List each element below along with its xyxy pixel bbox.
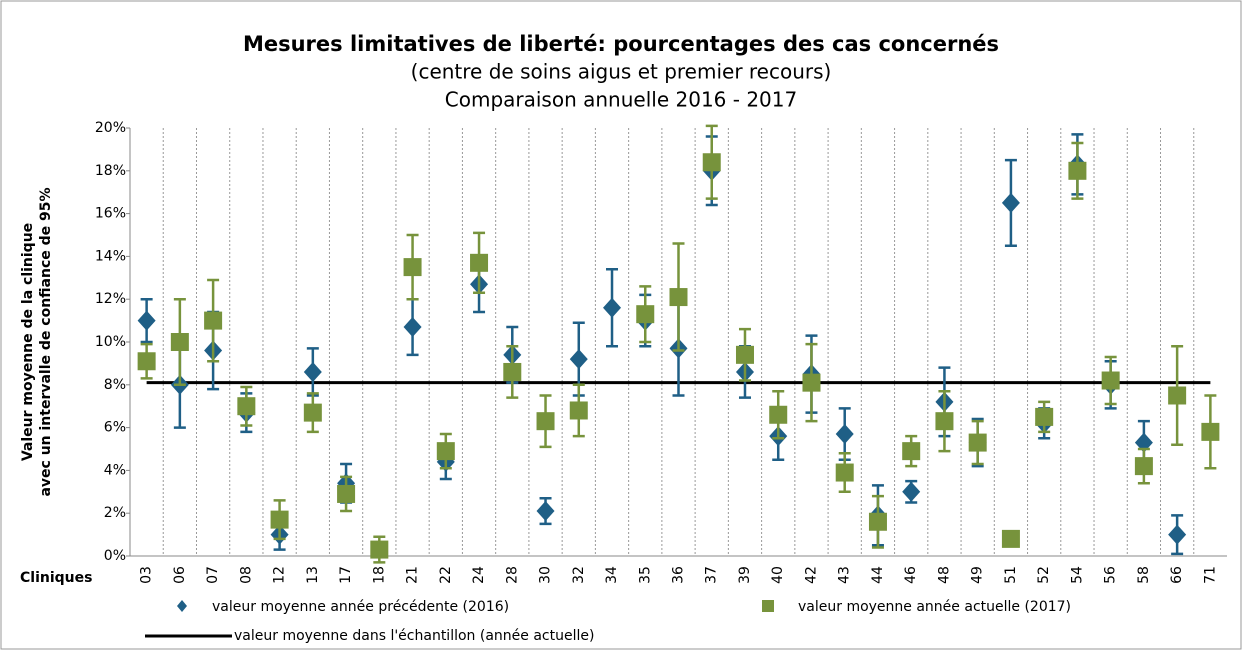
x-tick-label: 39 bbox=[737, 566, 753, 584]
subtitle: Comparaison annuelle 2016 - 2017 bbox=[445, 88, 797, 112]
point bbox=[902, 481, 921, 502]
y-tick-label: 20% bbox=[95, 120, 126, 136]
x-tick-label: 08 bbox=[238, 566, 254, 584]
x-tick-label: 56 bbox=[1103, 566, 1119, 584]
x-tick-label: 48 bbox=[936, 566, 952, 584]
point bbox=[569, 349, 588, 370]
point bbox=[1001, 529, 1020, 548]
point bbox=[1035, 407, 1054, 426]
y-axis-label: avec un intervalle de confiance de 95% bbox=[38, 187, 54, 496]
point bbox=[237, 397, 256, 416]
x-tick-label: 07 bbox=[205, 566, 221, 584]
point bbox=[436, 442, 455, 461]
x-tick-label: 43 bbox=[837, 566, 853, 584]
x-tick-label: 54 bbox=[1069, 566, 1085, 584]
point bbox=[303, 403, 322, 422]
point bbox=[470, 253, 489, 272]
x-tick-label: 24 bbox=[471, 566, 487, 584]
legend-label: valeur moyenne année précédente (2016) bbox=[212, 599, 509, 615]
point bbox=[403, 317, 422, 338]
point bbox=[370, 540, 389, 559]
subtitle: (centre de soins aigus et premier recour… bbox=[411, 60, 832, 84]
x-tick-label: 28 bbox=[504, 566, 520, 584]
point bbox=[802, 373, 821, 392]
point bbox=[569, 401, 588, 420]
x-axis-label: Cliniques bbox=[20, 570, 92, 586]
point bbox=[1068, 161, 1087, 180]
y-tick-label: 0% bbox=[104, 548, 126, 564]
x-tick-label: 18 bbox=[371, 566, 387, 584]
point bbox=[1168, 386, 1187, 405]
point bbox=[1134, 432, 1153, 453]
point bbox=[1101, 371, 1120, 390]
point bbox=[303, 361, 322, 382]
x-tick-label: 58 bbox=[1136, 566, 1152, 584]
point bbox=[835, 424, 854, 445]
point bbox=[204, 311, 223, 330]
point bbox=[968, 433, 987, 452]
point bbox=[403, 258, 422, 277]
x-tick-label: 21 bbox=[405, 566, 421, 584]
x-tick-label: 37 bbox=[704, 566, 720, 584]
point bbox=[636, 305, 655, 324]
point bbox=[137, 310, 156, 331]
legend-label: valeur moyenne année actuelle (2017) bbox=[798, 599, 1071, 615]
x-tick-label: 06 bbox=[172, 566, 188, 584]
x-tick-label: 71 bbox=[1202, 566, 1218, 584]
point bbox=[603, 297, 622, 318]
point bbox=[536, 501, 555, 522]
y-tick-label: 6% bbox=[104, 420, 126, 436]
y-axis-label: Valeur moyenne de la clinique bbox=[20, 223, 36, 461]
point bbox=[702, 153, 721, 172]
y-tick-label: 4% bbox=[104, 462, 126, 478]
point bbox=[536, 412, 555, 431]
y-tick-label: 12% bbox=[95, 291, 126, 307]
point bbox=[1134, 457, 1153, 476]
point bbox=[503, 362, 522, 381]
point bbox=[170, 333, 189, 351]
x-tick-label: 17 bbox=[338, 566, 354, 584]
x-tick-label: 44 bbox=[870, 566, 886, 584]
point bbox=[1201, 422, 1220, 441]
y-tick-label: 8% bbox=[104, 377, 126, 393]
x-tick-label: 66 bbox=[1169, 566, 1185, 584]
y-tick-label: 18% bbox=[95, 163, 126, 179]
point bbox=[669, 288, 688, 307]
point bbox=[1001, 192, 1020, 213]
point bbox=[137, 352, 156, 371]
x-tick-label: 51 bbox=[1003, 566, 1019, 584]
legend-marker bbox=[177, 600, 187, 612]
y-tick-label: 14% bbox=[95, 248, 126, 264]
chart-title: Mesures limitatives de liberté: pourcent… bbox=[243, 32, 999, 56]
x-tick-label: 30 bbox=[538, 566, 554, 584]
point bbox=[735, 345, 754, 364]
x-tick-label: 03 bbox=[139, 566, 155, 584]
point bbox=[1168, 524, 1187, 545]
y-tick-label: 16% bbox=[95, 206, 126, 222]
x-tick-label: 13 bbox=[305, 566, 321, 584]
point bbox=[868, 512, 887, 531]
x-tick-label: 12 bbox=[272, 566, 288, 584]
point bbox=[935, 412, 954, 431]
x-tick-label: 32 bbox=[571, 566, 587, 584]
point bbox=[270, 510, 289, 529]
y-tick-label: 10% bbox=[95, 334, 126, 350]
point bbox=[337, 484, 356, 503]
x-tick-label: 35 bbox=[637, 566, 653, 584]
x-tick-label: 22 bbox=[438, 566, 454, 584]
x-tick-label: 52 bbox=[1036, 566, 1052, 584]
point bbox=[902, 442, 921, 461]
x-tick-label: 49 bbox=[970, 566, 986, 584]
x-tick-label: 40 bbox=[770, 566, 786, 584]
x-tick-label: 46 bbox=[903, 566, 919, 584]
point bbox=[835, 463, 854, 482]
x-tick-label: 36 bbox=[671, 566, 687, 584]
point bbox=[769, 405, 788, 424]
y-tick-label: 2% bbox=[104, 505, 126, 521]
x-tick-label: 42 bbox=[803, 566, 819, 584]
legend-marker bbox=[762, 600, 774, 612]
legend-label: valeur moyenne dans l'échantillon (année… bbox=[234, 628, 594, 644]
x-tick-label: 34 bbox=[604, 566, 620, 584]
